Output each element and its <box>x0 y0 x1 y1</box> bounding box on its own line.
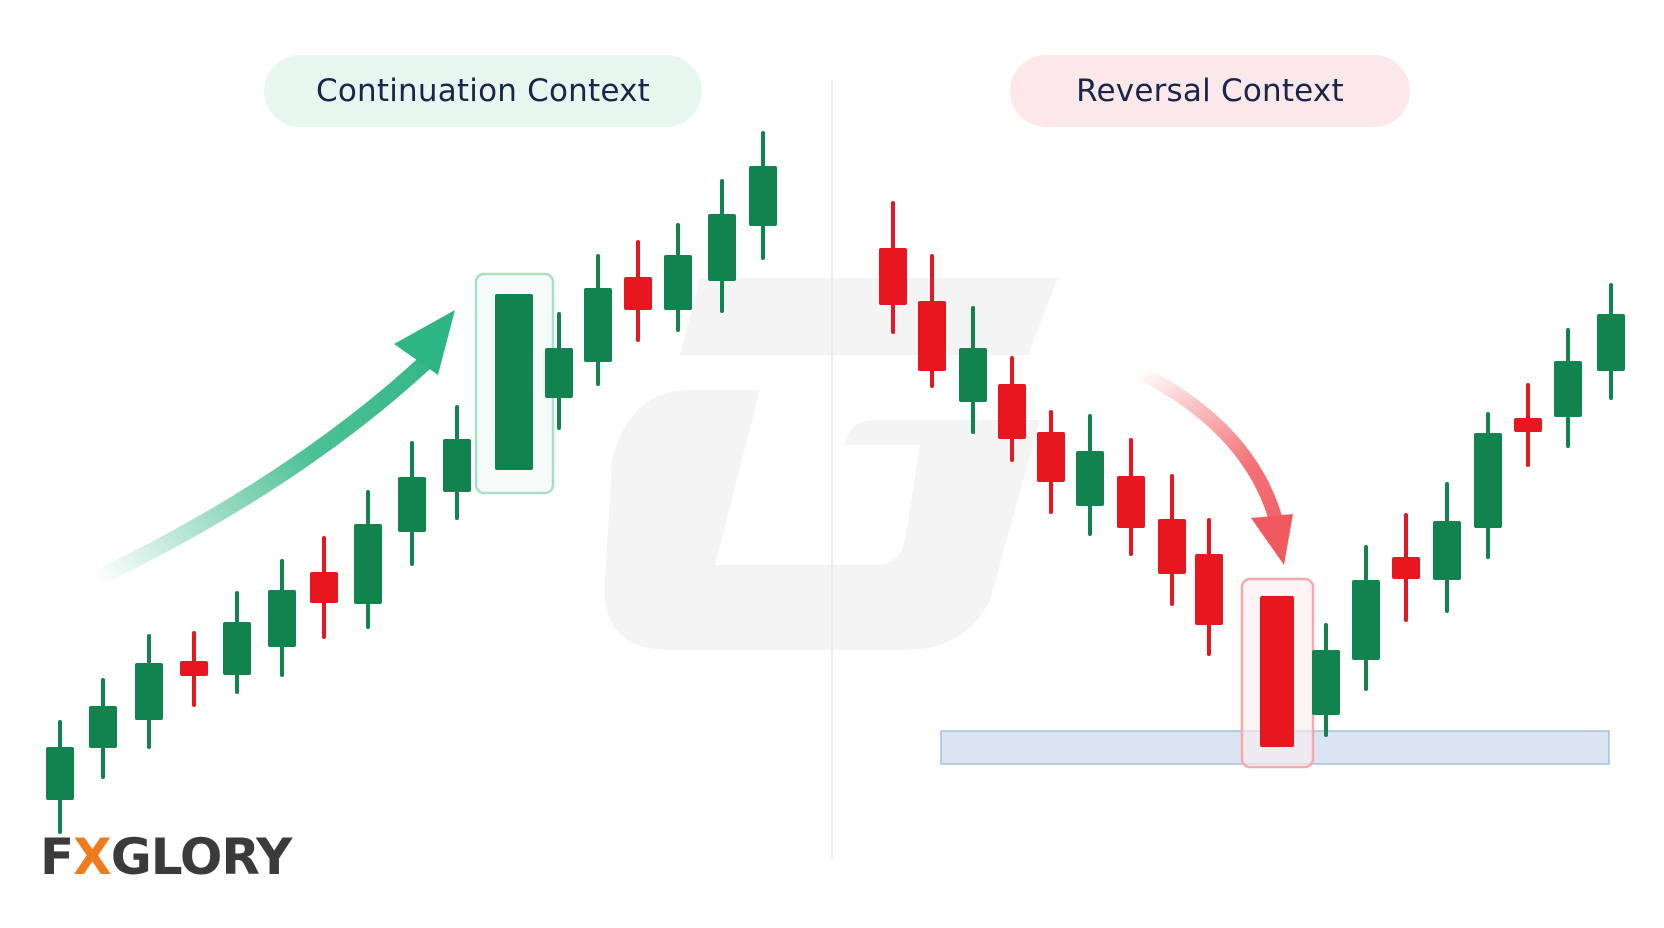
candle-body <box>223 622 251 675</box>
continuation-candle-1-bullish <box>46 720 74 834</box>
candle-body <box>545 348 573 398</box>
reversal-candle-1-bearish <box>879 201 907 334</box>
candle-body <box>443 439 471 492</box>
reversal-candle-5-bearish <box>1037 410 1065 514</box>
reversal-candle-12-bullish <box>1352 545 1380 691</box>
reversal-candle-8-bearish <box>1158 474 1186 606</box>
logo-text-start: F <box>40 828 74 886</box>
continuation-candle-14-bearish <box>624 240 652 342</box>
candles-layer <box>46 131 1625 834</box>
brand-logo: F X GLORY <box>40 828 293 886</box>
continuation-context-label: Continuation Context <box>264 55 702 127</box>
candle-body <box>708 214 736 281</box>
candle-body <box>998 384 1026 439</box>
reversal-arrow <box>1138 368 1293 565</box>
candle-body <box>624 277 652 310</box>
candle-body <box>89 706 117 748</box>
logo-accent-glyph: X <box>73 828 112 886</box>
candle-body <box>135 663 163 720</box>
reversal-candle-2-bearish <box>918 254 946 388</box>
candle-body <box>1554 361 1582 417</box>
reversal-candle-13-bearish <box>1392 513 1420 622</box>
continuation-candle-5-bullish <box>223 591 251 694</box>
candle-body <box>1076 451 1104 506</box>
continuation-candle-6-bullish <box>268 559 296 677</box>
candle-body <box>1260 596 1294 747</box>
candle-body <box>310 572 338 603</box>
continuation-candle-8-bullish <box>354 490 382 629</box>
reversal-candle-15-bullish <box>1474 412 1502 559</box>
candle-body <box>398 477 426 532</box>
candle-body <box>1117 476 1145 528</box>
candle-body <box>1433 521 1461 580</box>
continuation-candle-3-bullish <box>135 634 163 749</box>
continuation-candle-16-bullish <box>708 179 736 313</box>
candle-body <box>1392 557 1420 579</box>
candle-body <box>1474 433 1502 528</box>
continuation-candle-10-bullish <box>443 405 471 520</box>
reversal-context-label: Reversal Context <box>1010 55 1410 127</box>
reversal-candle-6-bullish <box>1076 414 1104 536</box>
reversal-candle-10-bearish <box>1260 596 1294 747</box>
candle-body <box>664 255 692 310</box>
candle-body <box>495 294 533 470</box>
continuation-candle-7-bearish <box>310 536 338 639</box>
continuation-candle-13-bullish <box>584 254 612 386</box>
reversal-candle-3-bullish <box>959 306 987 434</box>
candle-body <box>46 747 74 800</box>
candle-body <box>918 301 946 371</box>
logo-text-end: GLORY <box>110 828 293 886</box>
continuation-candle-15-bullish <box>664 223 692 332</box>
continuation-candle-4-bearish <box>180 631 208 707</box>
reversal-candle-16-bearish <box>1514 383 1542 467</box>
continuation-candle-2-bullish <box>89 678 117 779</box>
reversal-candle-7-bearish <box>1117 438 1145 556</box>
candle-body <box>268 590 296 647</box>
reversal-candle-11-bullish <box>1312 623 1340 737</box>
candle-body <box>1312 650 1340 715</box>
candle-body <box>1158 519 1186 574</box>
continuation-candle-12-bullish <box>545 312 573 430</box>
continuation-candle-9-bullish <box>398 441 426 566</box>
candle-body <box>180 661 208 676</box>
candle-body <box>1352 580 1380 660</box>
reversal-candle-18-bullish <box>1597 283 1625 400</box>
watermark-logo <box>604 278 1058 650</box>
candle-body <box>1037 432 1065 482</box>
candle-body <box>1195 554 1223 625</box>
uptrend-arrow <box>90 310 455 586</box>
candle-body <box>584 288 612 362</box>
continuation-candle-11-bullish <box>495 294 533 470</box>
candle-body <box>1514 418 1542 432</box>
candle-body <box>749 166 777 226</box>
continuation-candle-17-bullish <box>749 131 777 260</box>
candle-body <box>354 524 382 604</box>
candle-body <box>959 348 987 402</box>
reversal-candle-17-bullish <box>1554 328 1582 448</box>
reversal-candle-14-bullish <box>1433 482 1461 613</box>
candle-body <box>1597 314 1625 371</box>
candle-body <box>879 248 907 305</box>
reversal-candle-4-bearish <box>998 356 1026 462</box>
reversal-candle-9-bearish <box>1195 518 1223 656</box>
